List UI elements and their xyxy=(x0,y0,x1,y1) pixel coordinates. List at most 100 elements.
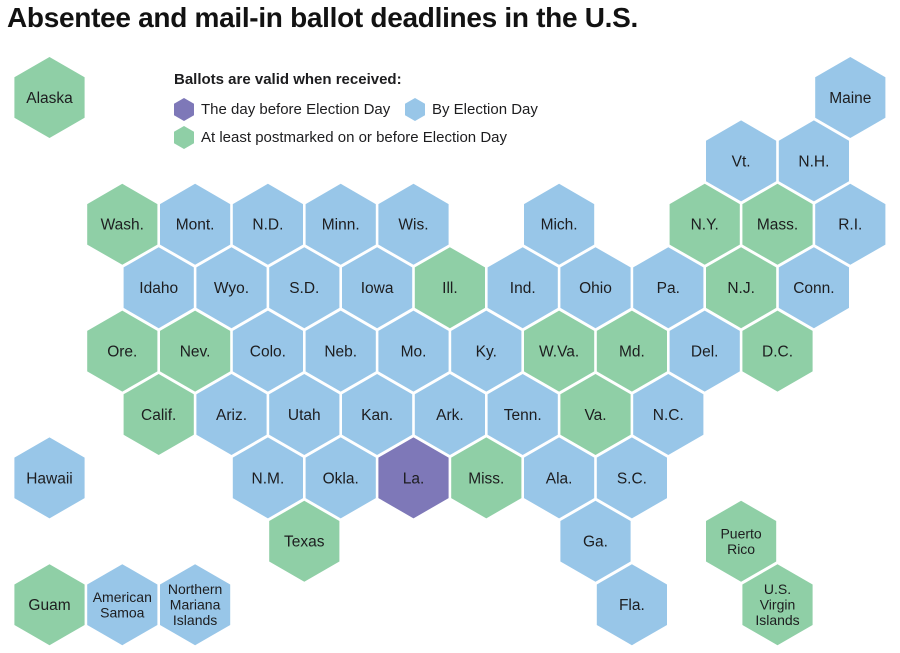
hex-label-texas: Texas xyxy=(284,534,325,551)
hex-label-alaska: Alaska xyxy=(26,90,73,107)
hex-colo xyxy=(232,310,303,392)
hex-label-minn: Minn. xyxy=(322,217,360,234)
hex-label-nm: N.M. xyxy=(252,470,285,487)
hex-label-kan: Kan. xyxy=(361,407,393,424)
hex-label-pa: Pa. xyxy=(657,280,680,297)
hex-sc xyxy=(596,437,667,519)
legend: Ballots are valid when received: The day… xyxy=(174,71,694,149)
hex-label-fla: Fla. xyxy=(619,597,645,614)
hex-label-iowa: Iowa xyxy=(361,280,394,297)
hex-nev xyxy=(160,310,231,392)
hex-label-ri: R.I. xyxy=(838,217,862,234)
hex-label-hawaii: Hawaii xyxy=(26,470,73,487)
hex-mont xyxy=(160,183,231,265)
hex-label-miss: Miss. xyxy=(468,470,504,487)
hex-md xyxy=(596,310,667,392)
hex-label-utah: Utah xyxy=(288,407,321,424)
legend-item-postmarked: At least postmarked on or before Electio… xyxy=(174,126,507,149)
hex-label-sc: S.C. xyxy=(617,470,647,487)
hex-label-guam: Guam xyxy=(28,597,70,614)
legend-item-label: By Election Day xyxy=(432,101,538,118)
hex-label-mont: Mont. xyxy=(176,217,215,234)
hex-nc xyxy=(633,374,704,455)
hex-ore xyxy=(87,310,158,392)
hex-label-ariz: Ariz. xyxy=(216,407,247,424)
hex-nh xyxy=(778,120,849,202)
hex-neb xyxy=(305,310,376,392)
hex-label-wis: Wis. xyxy=(398,217,428,234)
legend-item-label: The day before Election Day xyxy=(201,101,391,118)
hex-nm xyxy=(232,437,303,519)
hex-label-calif: Calif. xyxy=(141,407,176,424)
hex-ind xyxy=(487,247,558,329)
hex-usvi xyxy=(742,564,813,646)
hex-label-idaho: Idaho xyxy=(139,280,178,297)
hex-label-ohio: Ohio xyxy=(579,280,612,297)
hex-wva xyxy=(524,310,595,392)
hex-label-usvi: U.S. Virgin Islands xyxy=(755,581,799,628)
hex-ill xyxy=(414,247,485,329)
hex-ark xyxy=(414,374,485,455)
hex-texas xyxy=(269,500,340,582)
hex-tenn xyxy=(487,374,558,455)
hex-label-colo: Colo. xyxy=(250,344,286,361)
hex-label-neb: Neb. xyxy=(324,344,357,361)
hex-dc xyxy=(742,310,813,392)
hex-label-nc: N.C. xyxy=(653,407,684,424)
hex-label-nj: N.J. xyxy=(727,280,755,297)
hex-ri xyxy=(815,183,886,265)
hex-label-wva: W.Va. xyxy=(539,344,579,361)
hex-mo xyxy=(378,310,449,392)
hex-swatch-postmarked-icon xyxy=(174,126,194,149)
hex-label-okla: Okla. xyxy=(323,470,359,487)
hex-label-conn: Conn. xyxy=(793,280,834,297)
hex-pa xyxy=(633,247,704,329)
hex-nd xyxy=(232,183,303,265)
hex-calif xyxy=(123,374,194,455)
hex-label-ny: N.Y. xyxy=(691,217,719,234)
hex-label-ala: Ala. xyxy=(546,470,573,487)
hex-label-pr: Puerto Rico xyxy=(720,525,761,557)
hex-label-mich: Mich. xyxy=(541,217,578,234)
hex-pr xyxy=(706,500,777,582)
hex-kan xyxy=(342,374,413,455)
hex-label-la: La. xyxy=(403,470,425,487)
hex-alaska xyxy=(14,57,85,138)
legend-heading: Ballots are valid when received: xyxy=(174,71,402,88)
hex-label-ky: Ky. xyxy=(476,344,497,361)
hex-swatch-by-election-day-icon xyxy=(405,98,425,121)
hex-label-ga: Ga. xyxy=(583,534,608,551)
hex-fla xyxy=(596,564,667,646)
hex-utah xyxy=(269,374,340,455)
hex-label-nmi: Northern Mariana Islands xyxy=(168,581,222,628)
hex-label-wyo: Wyo. xyxy=(214,280,249,297)
hex-nmi xyxy=(160,564,231,646)
hex-wyo xyxy=(196,247,267,329)
hex-label-del: Del. xyxy=(691,344,719,361)
hex-minn xyxy=(305,183,376,265)
hex-la xyxy=(378,437,449,519)
legend-item-by-election-day: By Election Day xyxy=(405,98,538,121)
hex-wis xyxy=(378,183,449,265)
hex-hawaii xyxy=(14,437,85,519)
legend-item-label: At least postmarked on or before Electio… xyxy=(201,129,507,146)
hex-ohio xyxy=(560,247,631,329)
hex-label-md: Md. xyxy=(619,344,645,361)
hex-ny xyxy=(669,183,740,265)
hex-label-as: American Samoa xyxy=(93,589,152,621)
hex-vt xyxy=(706,120,777,202)
hex-label-ore: Ore. xyxy=(107,344,137,361)
hex-ala xyxy=(524,437,595,519)
hex-conn xyxy=(778,247,849,329)
hex-guam xyxy=(14,564,85,646)
hex-ga xyxy=(560,500,631,582)
hex-iowa xyxy=(342,247,413,329)
hex-label-nd: N.D. xyxy=(252,217,283,234)
hex-label-nev: Nev. xyxy=(180,344,211,361)
hex-mich xyxy=(524,183,595,265)
hex-ariz xyxy=(196,374,267,455)
page-title: Absentee and mail-in ballot deadlines in… xyxy=(7,2,638,33)
hex-mass xyxy=(742,183,813,265)
